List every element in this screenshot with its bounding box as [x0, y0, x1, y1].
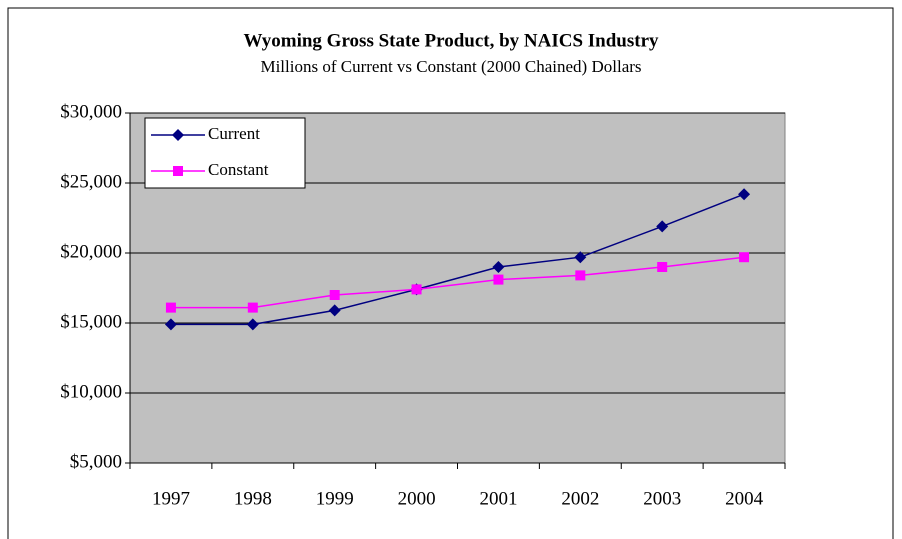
x-tick-label: 1998: [234, 488, 272, 509]
legend-marker: [172, 129, 184, 141]
x-tick-label: 2003: [643, 488, 681, 509]
x-tick-label: 2001: [479, 488, 517, 509]
y-tick-label: $30,000: [60, 101, 122, 122]
data-point: [247, 302, 258, 313]
data-point: [656, 220, 669, 233]
x-tick-label: 2004: [725, 488, 764, 509]
data-point: [165, 302, 176, 313]
data-point: [492, 261, 505, 273]
x-tick-label: 1997: [152, 488, 190, 509]
data-point: [164, 318, 177, 331]
y-tick-label: $5,000: [70, 451, 122, 472]
x-tick-label: 1999: [316, 488, 354, 509]
data-point: [575, 270, 586, 281]
legend-label: Constant: [208, 160, 269, 179]
data-point: [574, 251, 587, 264]
series-line: [170, 256, 745, 309]
x-tick-label: 2000: [398, 488, 436, 509]
y-tick-label: $10,000: [60, 381, 122, 402]
y-tick-label: $20,000: [60, 241, 122, 262]
data-point: [329, 290, 340, 300]
data-point: [246, 318, 259, 331]
legend-label: Current: [208, 124, 260, 143]
chart-title: Wyoming Gross State Product, by NAICS In…: [243, 30, 659, 51]
y-tick-label: $15,000: [60, 311, 122, 332]
data-point: [738, 188, 751, 201]
legend-marker: [173, 166, 183, 176]
data-point: [739, 252, 750, 263]
data-point: [657, 262, 668, 272]
data-point: [328, 304, 341, 317]
series-line: [170, 193, 745, 326]
data-point: [411, 284, 422, 295]
legend-box: [144, 117, 306, 189]
y-tick-label: $25,000: [60, 171, 122, 192]
x-tick-label: 2002: [561, 488, 599, 509]
data-point: [493, 274, 504, 285]
chart-subtitle: Millions of Current vs Constant (2000 Ch…: [260, 57, 641, 76]
